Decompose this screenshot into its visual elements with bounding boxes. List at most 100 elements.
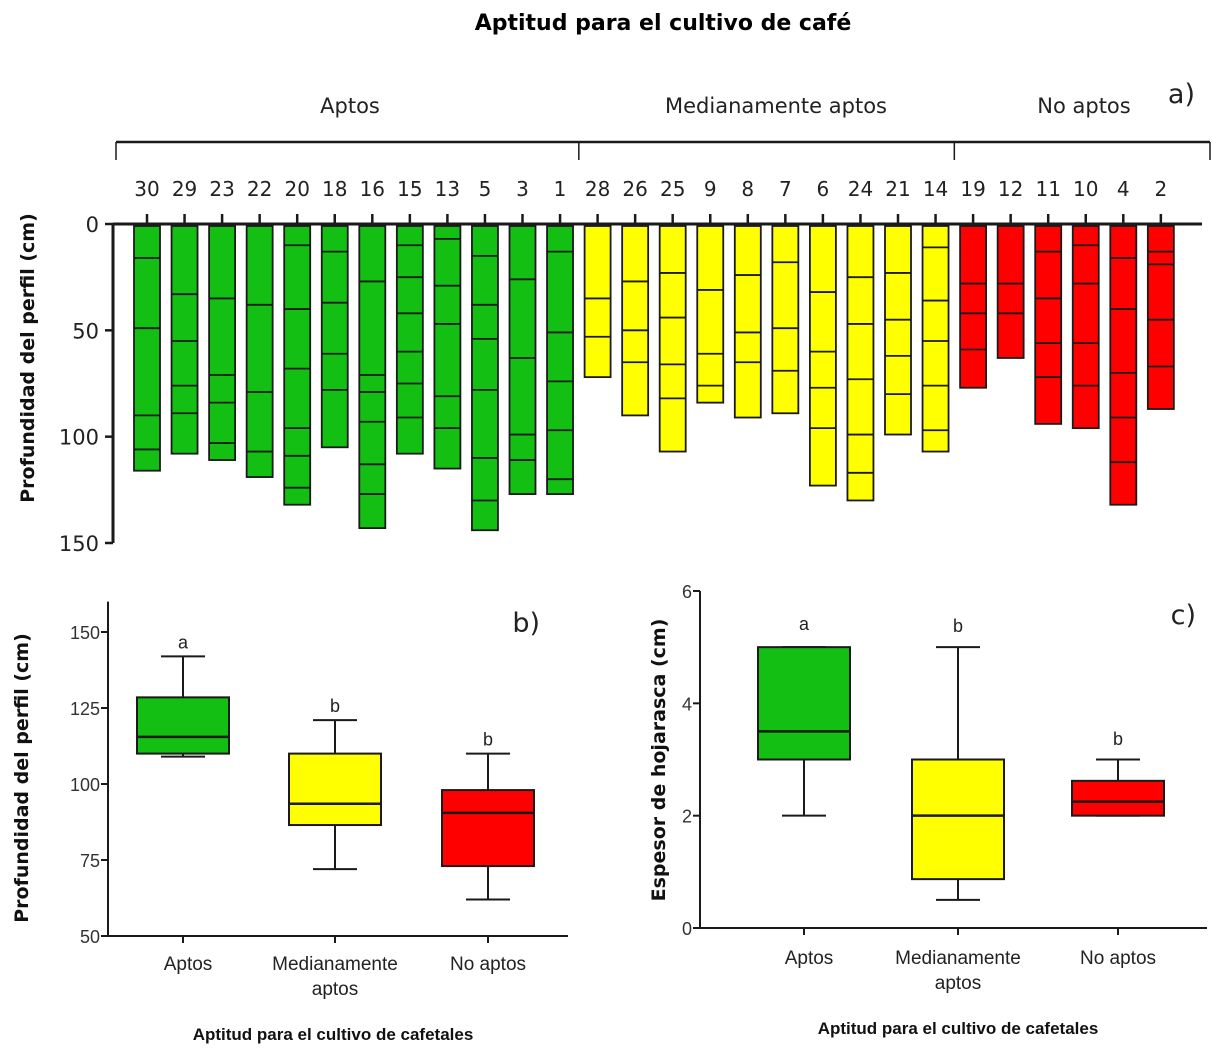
panel-a-profile-bar	[658, 225, 687, 453]
panel-b-y-tick-label: 75	[80, 851, 100, 871]
panel-c-category-label: No aptos	[1080, 948, 1156, 969]
panel-a-profile-label: 30	[134, 177, 159, 201]
panel-a-profile-label: 2	[1154, 177, 1167, 201]
panel-a-profile-bar	[433, 225, 462, 470]
panel-a-profile-bar	[696, 225, 725, 404]
panel-b-y-tick-label: 50	[80, 927, 100, 947]
panel-a-profile-label: 11	[1035, 177, 1060, 201]
panel-a-profile-label: 12	[998, 177, 1023, 201]
panel-a-profile-bar	[395, 225, 424, 455]
panel-a-profile-bar	[546, 225, 574, 495]
panel-c-category-label: aptos	[935, 973, 981, 994]
panel-a-profile-label: 25	[660, 177, 685, 201]
panel-a-profile-label: 8	[741, 177, 754, 201]
panel-c-box	[911, 758, 1005, 881]
panel-a-profile-label: 22	[247, 177, 272, 201]
panel-b-category-label: aptos	[312, 979, 358, 1000]
panel-a-profile-bar	[471, 225, 499, 532]
panel-a-group-label: Aptos	[320, 94, 380, 118]
panel-a-y-tick-label: 0	[86, 213, 99, 237]
panel-a-profile-label: 19	[960, 177, 985, 201]
panel-a-profiles-chart: 0 50 100 150 Aptos Medianamente aptos No aptos…	[59, 94, 1211, 556]
panel-c-y-tick-label: 2	[682, 807, 692, 827]
panel-b-box	[288, 752, 382, 827]
panel-a-profile-label: 14	[923, 177, 948, 201]
panel-a-profile-bar	[733, 225, 762, 419]
panel-b-significance-letter: a	[178, 632, 189, 652]
panel-a-y-tick-label: 50	[72, 319, 99, 343]
panel-b-y-tick-label: 150	[70, 623, 100, 643]
panel-a-profile-bar	[1109, 225, 1138, 506]
panel-a-y-tick-label: 150	[59, 532, 99, 556]
panel-b-x-axis-label: Aptitud para el cultivo de cafetales	[193, 1025, 474, 1044]
panel-a-profile-label: 18	[322, 177, 347, 201]
panel-a-profile-bar	[996, 225, 1025, 359]
panel-a-profile-label: 28	[585, 177, 610, 201]
panel-c-y-tick-label: 0	[682, 919, 692, 939]
panel-a-label: a)	[1168, 79, 1195, 110]
panel-a-profile-label: 20	[284, 177, 309, 201]
panel-a-profile-label: 3	[516, 177, 529, 201]
panel-a-profile-label: 21	[885, 177, 910, 201]
panel-c-significance-letter: b	[1113, 729, 1123, 749]
panel-a-profile-bar	[170, 225, 199, 455]
panel-c-y-tick-label: 6	[682, 582, 692, 602]
panel-c-category-label: Aptos	[785, 948, 834, 969]
panel-a-profile-bar	[809, 225, 837, 487]
panel-a-profile-bar	[320, 225, 349, 449]
panel-c-boxplot: 0 2 4 6 a Aptos b Medianamente aptos b No aptos	[682, 582, 1207, 994]
panel-a-profile-bar	[1146, 225, 1175, 410]
panel-a-profile-bar	[959, 225, 987, 389]
panel-a-profile-bar	[358, 225, 387, 530]
panel-b-box	[441, 789, 535, 868]
panel-a-profile-label: 9	[704, 177, 717, 201]
panel-b-significance-letter: b	[483, 730, 493, 750]
panel-a-profile-label: 29	[172, 177, 197, 201]
panel-a-profile-bar	[884, 225, 912, 436]
panel-a-profile-label: 6	[817, 177, 830, 201]
panel-b-y-axis-label: Profundidad del perfil (cm)	[11, 633, 33, 923]
panel-a-profile-label: 7	[779, 177, 792, 201]
panel-a-profile-bar	[1071, 225, 1100, 430]
panel-a-profile-bar	[583, 225, 612, 379]
panel-a-profile-label: 4	[1117, 177, 1130, 201]
panel-a-y-axis-label: Profundidad del perfil (cm)	[17, 213, 39, 503]
panel-a-profile-label: 26	[622, 177, 647, 201]
panel-a-group-label: No aptos	[1037, 94, 1130, 118]
panel-a-profile-bar	[621, 225, 650, 417]
panel-c-y-axis-label: Espesor de hojarasca (cm)	[648, 619, 670, 902]
panel-a-profile-bar	[133, 225, 161, 472]
panel-a-y-tick-label: 100	[59, 426, 99, 450]
panel-b-label: b)	[512, 608, 540, 639]
panel-c-y-tick-label: 4	[682, 694, 692, 714]
panel-a-profile-label: 23	[209, 177, 234, 201]
panel-a-profile-bar	[921, 225, 950, 453]
panel-c-significance-letter: a	[799, 614, 810, 634]
panel-a-group-label: Medianamente aptos	[665, 94, 887, 118]
panel-b-significance-letter: b	[330, 696, 340, 716]
panel-c-box	[1071, 779, 1165, 817]
figure-title: Aptitud para el cultivo de café	[475, 11, 852, 36]
panel-a-profile-label: 15	[397, 177, 422, 201]
panel-c-label: c)	[1171, 600, 1196, 631]
panel-a-profile-bar	[508, 225, 537, 495]
panel-a-profile-label: 16	[360, 177, 385, 201]
panel-b-category-label: Medianamente	[272, 954, 398, 975]
panel-c-significance-letter: b	[953, 616, 963, 636]
panel-a-profile-label: 13	[435, 177, 460, 201]
panel-b-boxplot: 50 75 100 125 150 a Aptos b Medianamente aptos b No…	[70, 601, 568, 1000]
panel-a-profile-bar	[1034, 225, 1063, 425]
panel-c-category-label: Medianamente	[895, 948, 1021, 969]
panel-a-profile-bar	[283, 225, 312, 506]
panel-b-category-label: No aptos	[450, 954, 526, 975]
panel-a-profile-bar	[846, 225, 875, 502]
panel-b-y-tick-label: 100	[70, 775, 100, 795]
panel-a-profile-label: 24	[848, 177, 873, 201]
panel-a-profile-label: 1	[554, 177, 567, 201]
panel-a-profile-bar	[245, 225, 274, 478]
panel-c-x-axis-label: Aptitud para el cultivo de cafetales	[818, 1019, 1099, 1038]
panel-b-box	[136, 696, 230, 755]
panel-a-profile-bar	[208, 225, 237, 461]
panel-a-profile-label: 10	[1073, 177, 1098, 201]
